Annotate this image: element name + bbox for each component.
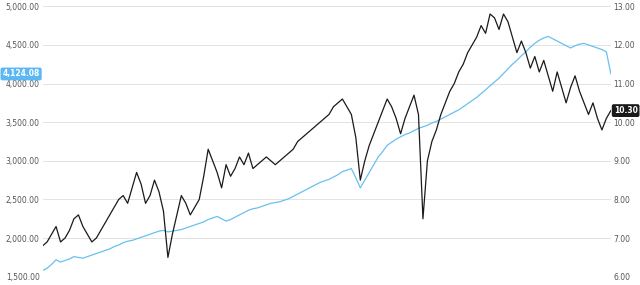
Text: 4,124.08: 4,124.08 — [3, 70, 40, 78]
Text: 10.30: 10.30 — [614, 106, 637, 115]
